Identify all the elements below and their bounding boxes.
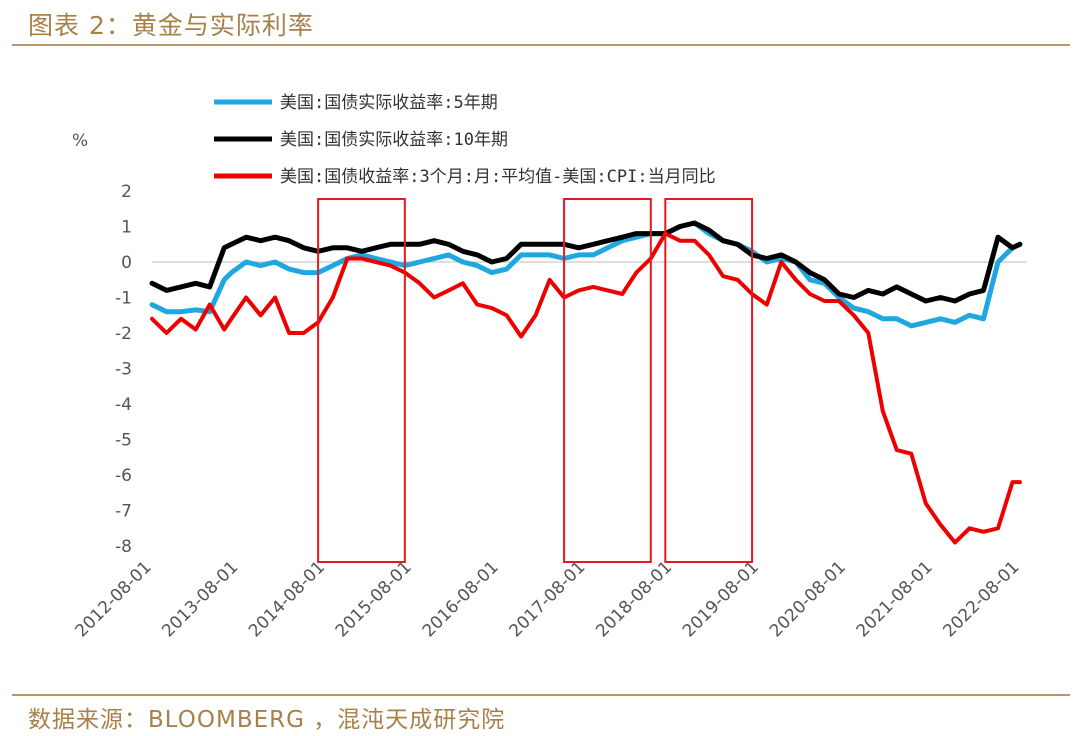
x-tick-label: 2014-08-01	[245, 557, 329, 641]
x-tick-label: 2019-08-01	[679, 557, 763, 641]
y-tick-label: -4	[115, 395, 132, 415]
y-tick-label: 0	[121, 253, 132, 273]
highlight-box	[664, 198, 754, 563]
source-note: 数据来源：BLOOMBERG ，混沌天成研究院	[28, 707, 506, 733]
series-lines	[149, 220, 1023, 545]
chart-legend: 美国:国债实际收益率:5年期美国:国债实际收益率:10年期美国:国债收益率:3个…	[214, 93, 716, 187]
x-tick-label: 2015-08-01	[332, 557, 416, 641]
x-tick-label: 2020-08-01	[766, 557, 850, 641]
y-tick-label: -8	[115, 537, 132, 557]
legend-label: 美国:国债实际收益率:10年期	[280, 130, 508, 150]
line-chart: 美国:国债实际收益率:5年期美国:国债实际收益率:10年期美国:国债收益率:3个…	[72, 93, 1027, 641]
x-tick-label: 2018-08-01	[592, 557, 676, 641]
y-tick-label: -3	[115, 360, 132, 380]
x-tick-label: 2016-08-01	[419, 557, 503, 641]
highlight-box	[563, 198, 652, 563]
y-tick-label: -5	[115, 431, 132, 451]
legend-label: 美国:国债实际收益率:5年期	[280, 93, 498, 113]
series-line-5y-real-yield	[149, 220, 1023, 329]
highlight-box	[317, 198, 406, 563]
x-axis: 2012-08-01 2013-08-01 2014-08-01 2015-08-01…	[72, 557, 1024, 641]
y-tick-label: 1	[121, 218, 132, 238]
x-tick-label: 2017-08-01	[505, 557, 589, 641]
title-divider	[12, 44, 1070, 46]
x-tick-label: 2013-08-01	[158, 557, 242, 641]
y-axis: 2 1 0 -1 -2 -3 -4 -5 -6 -7 -8	[115, 182, 132, 557]
y-tick-label: -6	[115, 466, 132, 486]
x-tick-label: 2022-08-01	[939, 557, 1023, 641]
y-tick-label: -2	[115, 324, 132, 344]
y-axis-unit-label: %	[72, 131, 88, 151]
y-tick-label: -1	[115, 289, 132, 309]
x-tick-label: 2021-08-01	[853, 557, 937, 641]
series-line-3m-minus-cpi	[150, 231, 1022, 545]
y-tick-label: -7	[115, 502, 132, 522]
legend-label: 美国:国债收益率:3个月:月:平均值-美国:CPI:当月同比	[280, 167, 716, 187]
footer-divider	[12, 694, 1070, 696]
highlight-boxes	[317, 198, 754, 563]
y-tick-label: 2	[121, 182, 132, 202]
series-line-10y-real-yield	[149, 220, 1023, 304]
figure-title: 图表 2：黄金与实际利率	[28, 11, 314, 40]
x-tick-label: 2012-08-01	[72, 557, 156, 641]
